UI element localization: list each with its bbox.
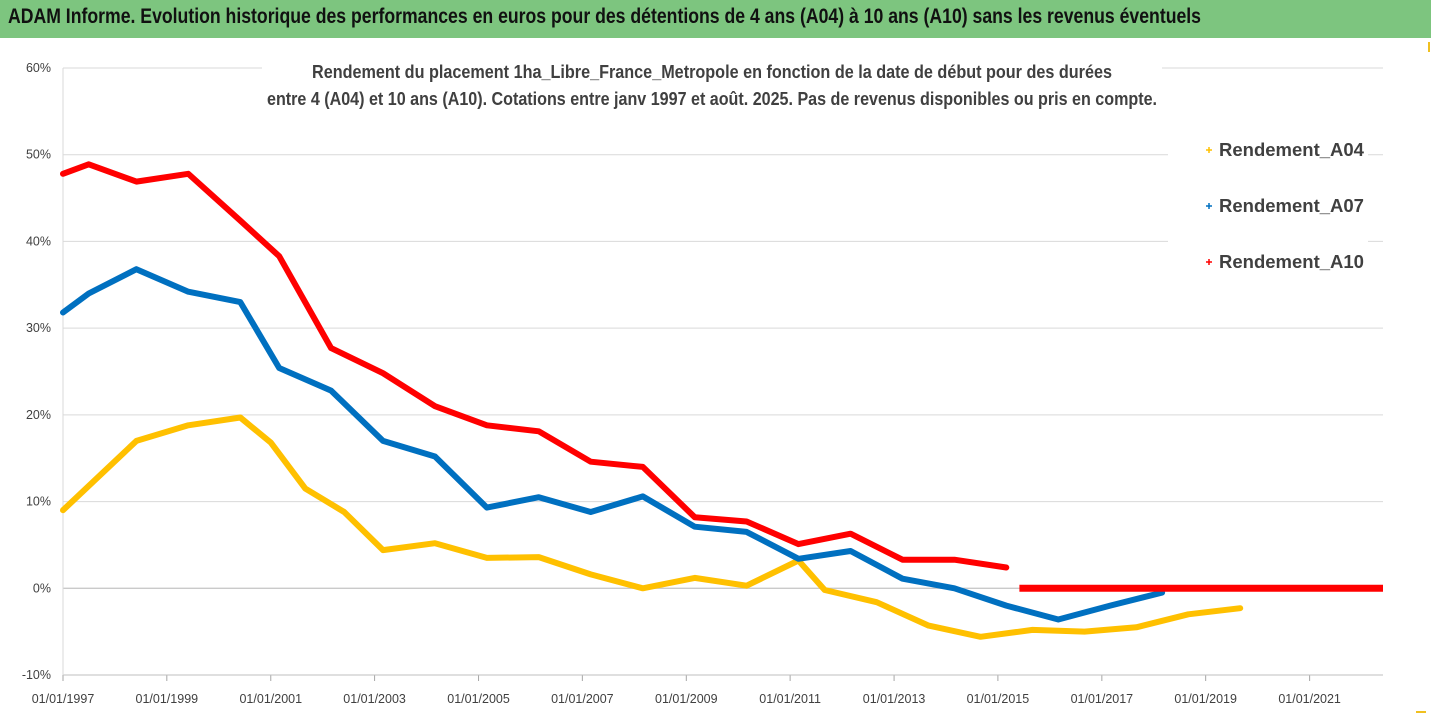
y-tick-label: 50% xyxy=(26,148,51,162)
chart-title-line-1: Rendement du placement 1ha_Libre_France_… xyxy=(312,62,1112,82)
series-line-Rendement_A10 xyxy=(60,161,1010,571)
y-tick-labels: -10% 0% 10% 20% 30% 40% 50% 60% xyxy=(22,61,51,682)
series-line-Rendement_A04 xyxy=(60,414,1244,640)
chart-title-line-2: entre 4 (A04) et 10 ans (A10). Cotations… xyxy=(267,89,1157,109)
legend-label-Rendement_A04: Rendement_A04 xyxy=(1219,139,1365,160)
x-tick-label: 01/01/2015 xyxy=(967,692,1030,706)
series-line-Rendement_A07 xyxy=(60,266,1166,623)
y-tick-label: 0% xyxy=(33,581,51,595)
x-tick-label: 01/01/2021 xyxy=(1278,692,1341,706)
x-tick-labels: 01/01/1997 01/01/1999 01/01/2001 01/01/2003… xyxy=(32,692,1341,706)
x-tick-label: 01/01/2011 xyxy=(759,692,821,706)
line-chart: Rendement du placement 1ha_Libre_France_… xyxy=(0,38,1431,721)
x-tick-label: 01/01/2007 xyxy=(551,692,614,706)
y-tick-label: 30% xyxy=(26,321,51,335)
y-tick-label: 20% xyxy=(26,408,51,422)
x-tick-label: 01/01/2017 xyxy=(1071,692,1134,706)
x-tick-label: 01/01/2009 xyxy=(655,692,718,706)
x-tick-label: 01/01/1999 xyxy=(136,692,199,706)
x-tick-label: 01/01/1997 xyxy=(32,692,95,706)
x-tick-label: 01/01/2001 xyxy=(239,692,302,706)
x-tick-label: 01/01/2005 xyxy=(447,692,510,706)
legend-label-Rendement_A07: Rendement_A07 xyxy=(1219,195,1364,216)
y-tick-label: 40% xyxy=(26,234,51,248)
y-tick-label: 60% xyxy=(26,61,51,75)
legend-label-Rendement_A10: Rendement_A10 xyxy=(1219,251,1364,272)
x-tick-label: 01/01/2019 xyxy=(1174,692,1237,706)
legend: Rendement_A04 Rendement_A07 Rendement_A10 xyxy=(1206,139,1365,272)
series-layer xyxy=(60,161,1383,640)
y-tick-label: -10% xyxy=(22,668,51,682)
header-banner: ADAM Informe. Evolution historique des p… xyxy=(0,0,1431,38)
page-title: ADAM Informe. Evolution historique des p… xyxy=(8,5,1201,28)
y-tick-label: 10% xyxy=(26,495,51,509)
x-tick-label: 01/01/2003 xyxy=(343,692,406,706)
x-tick-label: 01/01/2013 xyxy=(863,692,926,706)
